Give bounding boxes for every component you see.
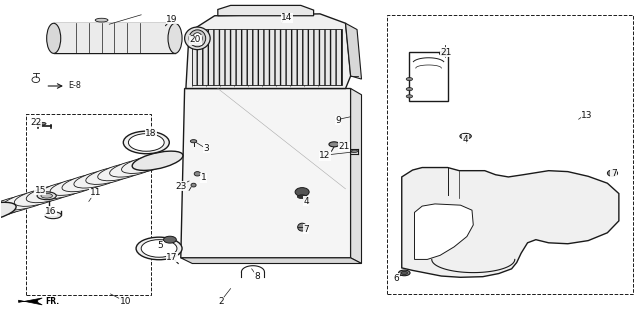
Ellipse shape xyxy=(62,174,110,192)
Ellipse shape xyxy=(406,88,413,91)
Ellipse shape xyxy=(190,140,196,143)
Text: 10: 10 xyxy=(120,297,131,306)
Ellipse shape xyxy=(45,212,61,219)
Text: 16: 16 xyxy=(45,207,56,216)
Ellipse shape xyxy=(14,188,63,206)
Polygon shape xyxy=(180,89,351,258)
Ellipse shape xyxy=(193,33,202,44)
Ellipse shape xyxy=(0,199,27,217)
Ellipse shape xyxy=(74,170,122,188)
Text: 4: 4 xyxy=(463,135,468,144)
Ellipse shape xyxy=(0,203,15,221)
Polygon shape xyxy=(218,5,314,16)
Ellipse shape xyxy=(132,151,183,170)
Text: 18: 18 xyxy=(145,129,157,138)
Ellipse shape xyxy=(0,196,38,214)
Text: 1: 1 xyxy=(201,173,207,182)
Text: 5: 5 xyxy=(157,241,163,250)
Ellipse shape xyxy=(38,122,46,125)
Ellipse shape xyxy=(184,27,210,50)
Ellipse shape xyxy=(406,77,413,81)
Ellipse shape xyxy=(406,95,413,98)
Text: 23: 23 xyxy=(175,182,186,191)
Ellipse shape xyxy=(98,163,146,181)
Polygon shape xyxy=(180,258,362,264)
Ellipse shape xyxy=(0,202,16,221)
Ellipse shape xyxy=(129,134,164,151)
Polygon shape xyxy=(19,298,42,305)
Ellipse shape xyxy=(440,51,450,56)
Ellipse shape xyxy=(50,177,98,195)
Ellipse shape xyxy=(136,237,182,260)
Ellipse shape xyxy=(122,155,170,174)
Ellipse shape xyxy=(460,133,471,139)
Ellipse shape xyxy=(3,192,51,210)
Ellipse shape xyxy=(194,172,200,176)
Ellipse shape xyxy=(47,23,61,53)
Ellipse shape xyxy=(189,30,205,47)
Ellipse shape xyxy=(401,271,408,274)
Text: 19: 19 xyxy=(166,15,177,24)
Text: 14: 14 xyxy=(281,14,292,22)
Ellipse shape xyxy=(607,170,618,176)
Text: 7: 7 xyxy=(611,169,616,178)
Ellipse shape xyxy=(351,150,358,152)
Ellipse shape xyxy=(298,195,307,198)
Polygon shape xyxy=(402,168,619,277)
Text: 17: 17 xyxy=(166,253,177,262)
Text: 6: 6 xyxy=(394,274,399,283)
Text: 22: 22 xyxy=(30,118,42,127)
Polygon shape xyxy=(192,29,342,85)
Ellipse shape xyxy=(86,166,134,184)
Text: 13: 13 xyxy=(581,111,593,120)
Polygon shape xyxy=(415,204,473,260)
Ellipse shape xyxy=(191,183,196,187)
Text: 2: 2 xyxy=(218,297,224,306)
Polygon shape xyxy=(346,23,362,79)
Ellipse shape xyxy=(298,223,307,231)
Ellipse shape xyxy=(399,270,410,276)
Text: 11: 11 xyxy=(90,188,101,197)
Ellipse shape xyxy=(109,159,158,177)
Ellipse shape xyxy=(329,142,339,147)
Text: 21: 21 xyxy=(441,48,452,57)
Text: 20: 20 xyxy=(190,35,201,44)
Polygon shape xyxy=(54,23,175,53)
Ellipse shape xyxy=(41,193,52,198)
Text: 3: 3 xyxy=(204,144,209,152)
Ellipse shape xyxy=(168,23,182,53)
Ellipse shape xyxy=(26,185,74,203)
Ellipse shape xyxy=(124,131,170,154)
Text: 8: 8 xyxy=(255,272,260,281)
Ellipse shape xyxy=(95,18,108,22)
Text: 12: 12 xyxy=(319,152,331,160)
Ellipse shape xyxy=(164,236,176,243)
Text: 15: 15 xyxy=(35,186,46,195)
Text: FR.: FR. xyxy=(45,297,60,306)
Ellipse shape xyxy=(141,240,177,257)
Ellipse shape xyxy=(37,192,56,200)
Ellipse shape xyxy=(38,181,86,199)
Text: 4: 4 xyxy=(303,197,308,206)
Text: 7: 7 xyxy=(303,225,309,233)
Text: E-8: E-8 xyxy=(68,82,81,90)
Text: 21: 21 xyxy=(339,142,350,151)
Ellipse shape xyxy=(295,188,309,196)
Text: 9: 9 xyxy=(335,116,340,125)
Polygon shape xyxy=(186,14,351,89)
Polygon shape xyxy=(351,89,362,264)
